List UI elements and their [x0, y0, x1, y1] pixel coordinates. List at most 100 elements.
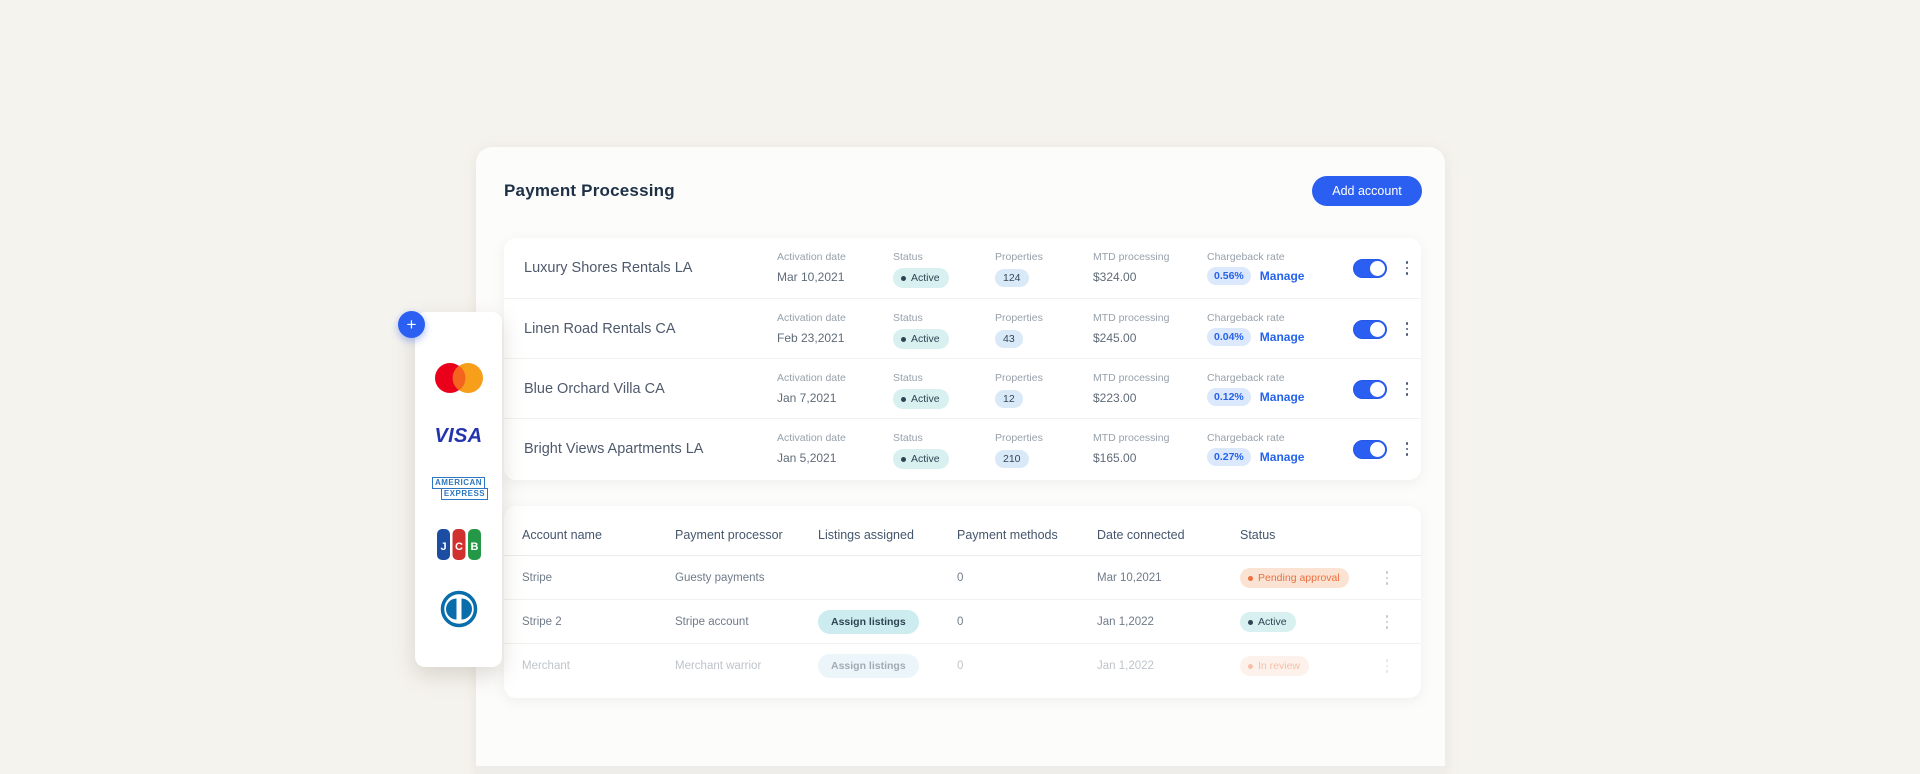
activation-date-label: Activation date: [777, 251, 846, 263]
chargeback-label: Chargeback rate: [1207, 432, 1285, 444]
activation-date-value: Mar 10,2021: [777, 270, 845, 284]
activation-date-value: Jan 5,2021: [777, 451, 837, 465]
status-dot-icon: [1248, 663, 1253, 669]
assign-listings-button[interactable]: Assign listings: [818, 654, 919, 678]
assign-listings-button[interactable]: Assign listings: [818, 610, 919, 634]
properties-badge: 12: [995, 390, 1023, 408]
activation-date-cell: Activation date Jan 5,2021: [777, 419, 846, 465]
account-name: Linen Road Rentals CA: [524, 321, 676, 337]
kebab-menu-icon[interactable]: [1400, 317, 1414, 341]
activation-date-value: Feb 23,2021: [777, 331, 845, 345]
payment-methods-count: 0: [957, 616, 964, 628]
kebab-menu-icon[interactable]: [1380, 610, 1394, 634]
kebab-menu-icon[interactable]: [1400, 377, 1414, 401]
status-label: Status: [893, 251, 923, 263]
status-badge: In review: [1240, 656, 1310, 676]
chargeback-cell: Chargeback rate 0.27% Manage: [1207, 419, 1304, 466]
account-name: Luxury Shores Rentals LA: [524, 260, 693, 276]
activation-date-cell: Activation date Mar 10,2021: [777, 238, 846, 284]
status-dot-icon: [901, 336, 906, 342]
chargeback-cell: Chargeback rate 0.56% Manage: [1207, 238, 1304, 285]
status-dot-icon: [901, 396, 906, 402]
mtd-value: $223.00: [1093, 391, 1137, 405]
account-name: Blue Orchard Villa CA: [524, 381, 665, 397]
header-listings-assigned: Listings assigned: [818, 528, 914, 542]
status-badge: Active: [893, 268, 949, 288]
processor-account-name: Stripe 2: [522, 616, 562, 628]
account-enabled-toggle[interactable]: [1353, 259, 1387, 278]
processor-account-name: Merchant: [522, 660, 570, 672]
account-row: Luxury Shores Rentals LA Activation date…: [504, 238, 1421, 298]
status-badge: Active: [1240, 612, 1296, 632]
activation-date-label: Activation date: [777, 312, 846, 324]
properties-badge: 124: [995, 269, 1029, 287]
date-connected: Jan 1,2022: [1097, 660, 1154, 672]
kebab-menu-icon[interactable]: [1400, 437, 1414, 461]
activation-date-cell: Activation date Feb 23,2021: [777, 299, 846, 345]
header-payment-methods: Payment methods: [957, 528, 1058, 542]
status-label: Status: [893, 432, 923, 444]
mtd-label: MTD processing: [1093, 312, 1170, 324]
kebab-menu-icon[interactable]: [1400, 256, 1414, 280]
manage-link[interactable]: Manage: [1259, 390, 1305, 404]
chargeback-badge: 0.56%: [1207, 267, 1251, 285]
mastercard-icon: [432, 361, 486, 395]
header-date-connected: Date connected: [1097, 528, 1185, 542]
status-cell: Status Active: [893, 419, 949, 469]
properties-cell: Properties 210: [995, 419, 1043, 468]
mtd-label: MTD processing: [1093, 432, 1170, 444]
add-account-button[interactable]: Add account: [1312, 176, 1422, 206]
processor-name: Merchant warrior: [675, 660, 762, 672]
toggle-knob: [1370, 442, 1385, 457]
mtd-value: $245.00: [1093, 331, 1137, 345]
activation-date-label: Activation date: [777, 372, 846, 384]
kebab-menu-icon[interactable]: [1380, 654, 1394, 678]
toggle-knob: [1370, 261, 1385, 276]
activation-date-value: Jan 7,2021: [777, 391, 837, 405]
processor-row: Merchant Merchant warrior Assign listing…: [504, 644, 1421, 688]
add-payment-method-button[interactable]: +: [398, 311, 425, 338]
header-payment-processor: Payment processor: [675, 528, 783, 542]
mtd-cell: MTD processing $324.00: [1093, 238, 1169, 284]
status-dot-icon: [901, 456, 906, 462]
payment-methods-panel: VISA AMERICAN EXPRESS J C B: [415, 312, 502, 667]
status-badge: Pending approval: [1240, 568, 1349, 588]
chargeback-cell: Chargeback rate 0.04% Manage: [1207, 299, 1304, 346]
processor-row: Stripe Guesty payments 0 Mar 10,2021 Pen…: [504, 556, 1421, 600]
activation-date-label: Activation date: [777, 432, 846, 444]
manage-link[interactable]: Manage: [1259, 269, 1305, 283]
jcb-icon: J C B: [436, 529, 481, 561]
status-badge: Active: [893, 449, 949, 469]
mtd-value: $165.00: [1093, 451, 1137, 465]
kebab-menu-icon[interactable]: [1380, 566, 1394, 590]
mtd-value: $324.00: [1093, 270, 1137, 284]
manage-link[interactable]: Manage: [1259, 330, 1305, 344]
visa-icon: VISA: [434, 424, 483, 447]
header-account-name: Account name: [522, 528, 602, 542]
account-enabled-toggle[interactable]: [1353, 440, 1387, 459]
properties-label: Properties: [995, 372, 1043, 384]
status-dot-icon: [1248, 575, 1253, 581]
manage-link[interactable]: Manage: [1259, 450, 1305, 464]
status-cell: Status Active: [893, 238, 949, 288]
status-dot-icon: [901, 275, 906, 281]
properties-cell: Properties 124: [995, 238, 1043, 287]
account-enabled-toggle[interactable]: [1353, 320, 1387, 339]
toggle-knob: [1370, 382, 1385, 397]
processors-table: Account name Payment processor Listings …: [504, 506, 1421, 698]
svg-text:C: C: [455, 541, 463, 553]
status-dot-icon: [1248, 619, 1253, 625]
chargeback-badge: 0.12%: [1207, 388, 1251, 406]
chargeback-label: Chargeback rate: [1207, 251, 1285, 263]
processors-table-header: Account name Payment processor Listings …: [504, 506, 1421, 556]
payment-methods-count: 0: [957, 660, 964, 672]
payment-methods-count: 0: [957, 572, 964, 584]
processor-row: Stripe 2 Stripe account Assign listings …: [504, 600, 1421, 644]
account-row: Bright Views Apartments LA Activation da…: [504, 418, 1421, 478]
properties-badge: 43: [995, 330, 1023, 348]
processor-account-name: Stripe: [522, 572, 553, 584]
properties-label: Properties: [995, 312, 1043, 324]
mtd-label: MTD processing: [1093, 372, 1170, 384]
account-enabled-toggle[interactable]: [1353, 380, 1387, 399]
